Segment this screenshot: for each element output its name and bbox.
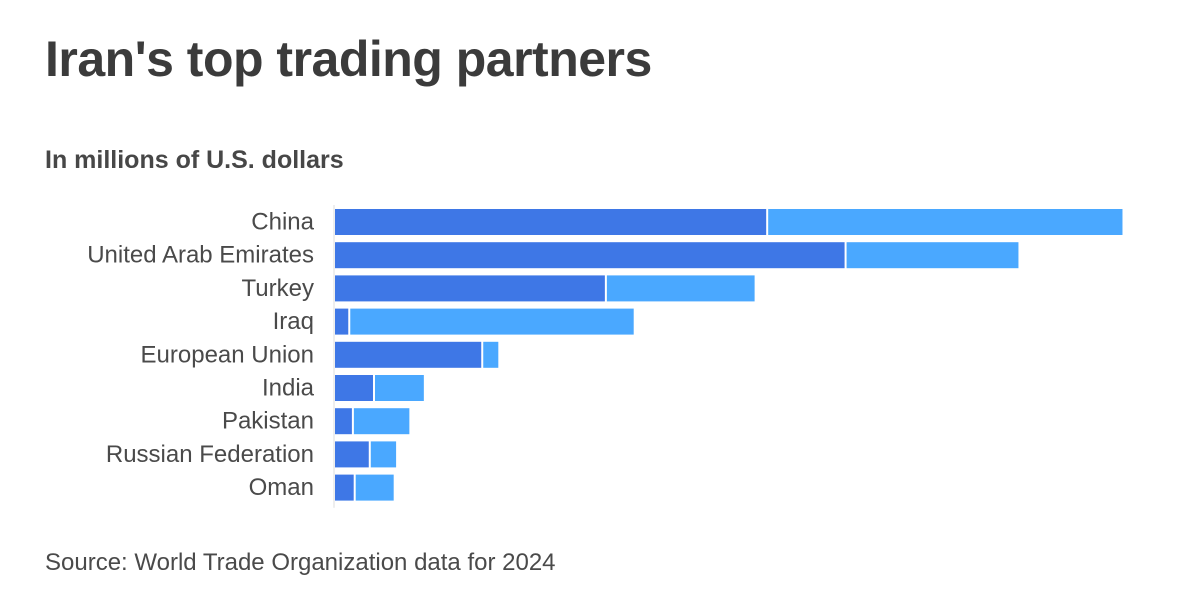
category-label: Iraq bbox=[273, 308, 314, 335]
category-label: Russian Federation bbox=[106, 441, 314, 468]
bar-segment-2 bbox=[355, 474, 394, 501]
chart-title: Iran's top trading partners bbox=[45, 31, 652, 87]
category-label: Pakistan bbox=[222, 408, 314, 435]
bar-segment-1 bbox=[335, 308, 349, 335]
bar-segment-2 bbox=[350, 308, 634, 335]
bar-segment-1 bbox=[335, 375, 373, 401]
bar-segment-1 bbox=[335, 209, 767, 235]
bars bbox=[335, 209, 1123, 501]
category-label: Oman bbox=[249, 474, 314, 501]
bar-segment-2 bbox=[370, 441, 397, 468]
bar-segment-2 bbox=[353, 408, 410, 435]
source-note: Source: World Trade Organization data fo… bbox=[45, 549, 556, 576]
bar-segment-2 bbox=[483, 341, 499, 368]
bar-segment-1 bbox=[335, 275, 605, 302]
bar-segment-2 bbox=[846, 242, 1019, 269]
category-label: European Union bbox=[141, 341, 314, 368]
category-labels: China United Arab Emirates Turkey Iraq Europ… bbox=[87, 209, 314, 502]
category-label: China bbox=[251, 209, 314, 236]
bar-segment-1 bbox=[335, 441, 369, 468]
chart-subtitle: In millions of U.S. dollars bbox=[45, 146, 344, 174]
bar-segment-1 bbox=[335, 341, 482, 368]
category-label: United Arab Emirates bbox=[87, 242, 314, 269]
bar-segment-2 bbox=[768, 209, 1123, 235]
bar-segment-2 bbox=[374, 375, 424, 401]
bar-segment-1 bbox=[335, 474, 354, 501]
bar-segment-1 bbox=[335, 242, 845, 269]
bar-chart: China United Arab Emirates Turkey Iraq Europ… bbox=[87, 205, 1123, 508]
bar-segment-1 bbox=[335, 408, 352, 435]
bar-segment-2 bbox=[606, 275, 755, 302]
category-label: Turkey bbox=[242, 275, 314, 302]
category-label: India bbox=[262, 375, 315, 402]
